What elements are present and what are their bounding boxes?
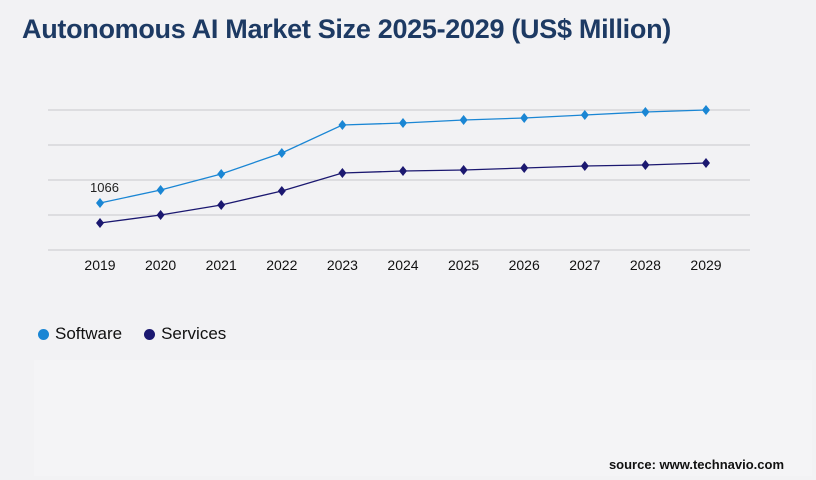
- data-point-software: [217, 168, 226, 179]
- data-point-software: [702, 105, 710, 115]
- x-tick-label: 2019: [84, 257, 115, 273]
- line-chart: 2019 2020 2021 2022 2023 2024 2025 2026 2027 2028…: [48, 105, 750, 273]
- legend-label: Software: [55, 324, 123, 343]
- data-point-services: [277, 186, 286, 197]
- legend-item-software: Software: [38, 324, 122, 344]
- data-point-services: [338, 168, 347, 179]
- data-point-services: [399, 165, 407, 176]
- x-tick-label: 2028: [630, 257, 661, 273]
- x-tick-label: 2025: [448, 257, 479, 273]
- data-point-software: [459, 115, 468, 126]
- data-point-services: [217, 199, 226, 210]
- x-tick-label: 2020: [145, 257, 176, 273]
- data-point-software: [580, 109, 589, 120]
- data-point-software: [399, 118, 407, 129]
- data-point-software: [641, 106, 650, 117]
- source-text: source: www.technavio.com: [608, 457, 784, 472]
- x-tick-label: 2026: [509, 257, 540, 273]
- x-tick-label: 2024: [387, 257, 418, 273]
- data-label: 1066: [90, 180, 119, 195]
- data-point-software: [96, 197, 104, 208]
- data-point-services: [641, 159, 650, 170]
- data-point-services: [702, 158, 710, 169]
- chart-title: Autonomous AI Market Size 2025-2029 (US$…: [22, 14, 671, 44]
- legend-item-services: Services: [144, 324, 226, 344]
- x-tick-label: 2027: [569, 257, 600, 273]
- data-point-services: [459, 165, 468, 176]
- software-marker-icon: [38, 328, 49, 340]
- data-point-software: [277, 147, 286, 158]
- legend-panel: [34, 360, 812, 476]
- services-marker-icon: [144, 328, 156, 340]
- data-point-services: [520, 162, 529, 173]
- x-tick-label: 2023: [327, 257, 358, 273]
- x-tick-label: 2021: [206, 257, 237, 273]
- data-point-services: [96, 218, 104, 229]
- data-point-software: [520, 112, 529, 123]
- x-tick-label: 2022: [266, 257, 297, 273]
- legend-label: Services: [161, 324, 227, 343]
- legend: Software Services: [38, 324, 226, 344]
- data-point-software: [156, 184, 165, 195]
- data-point-software: [338, 119, 347, 130]
- data-point-services: [580, 161, 589, 171]
- data-point-services: [156, 209, 165, 220]
- x-tick-label: 2029: [690, 257, 721, 273]
